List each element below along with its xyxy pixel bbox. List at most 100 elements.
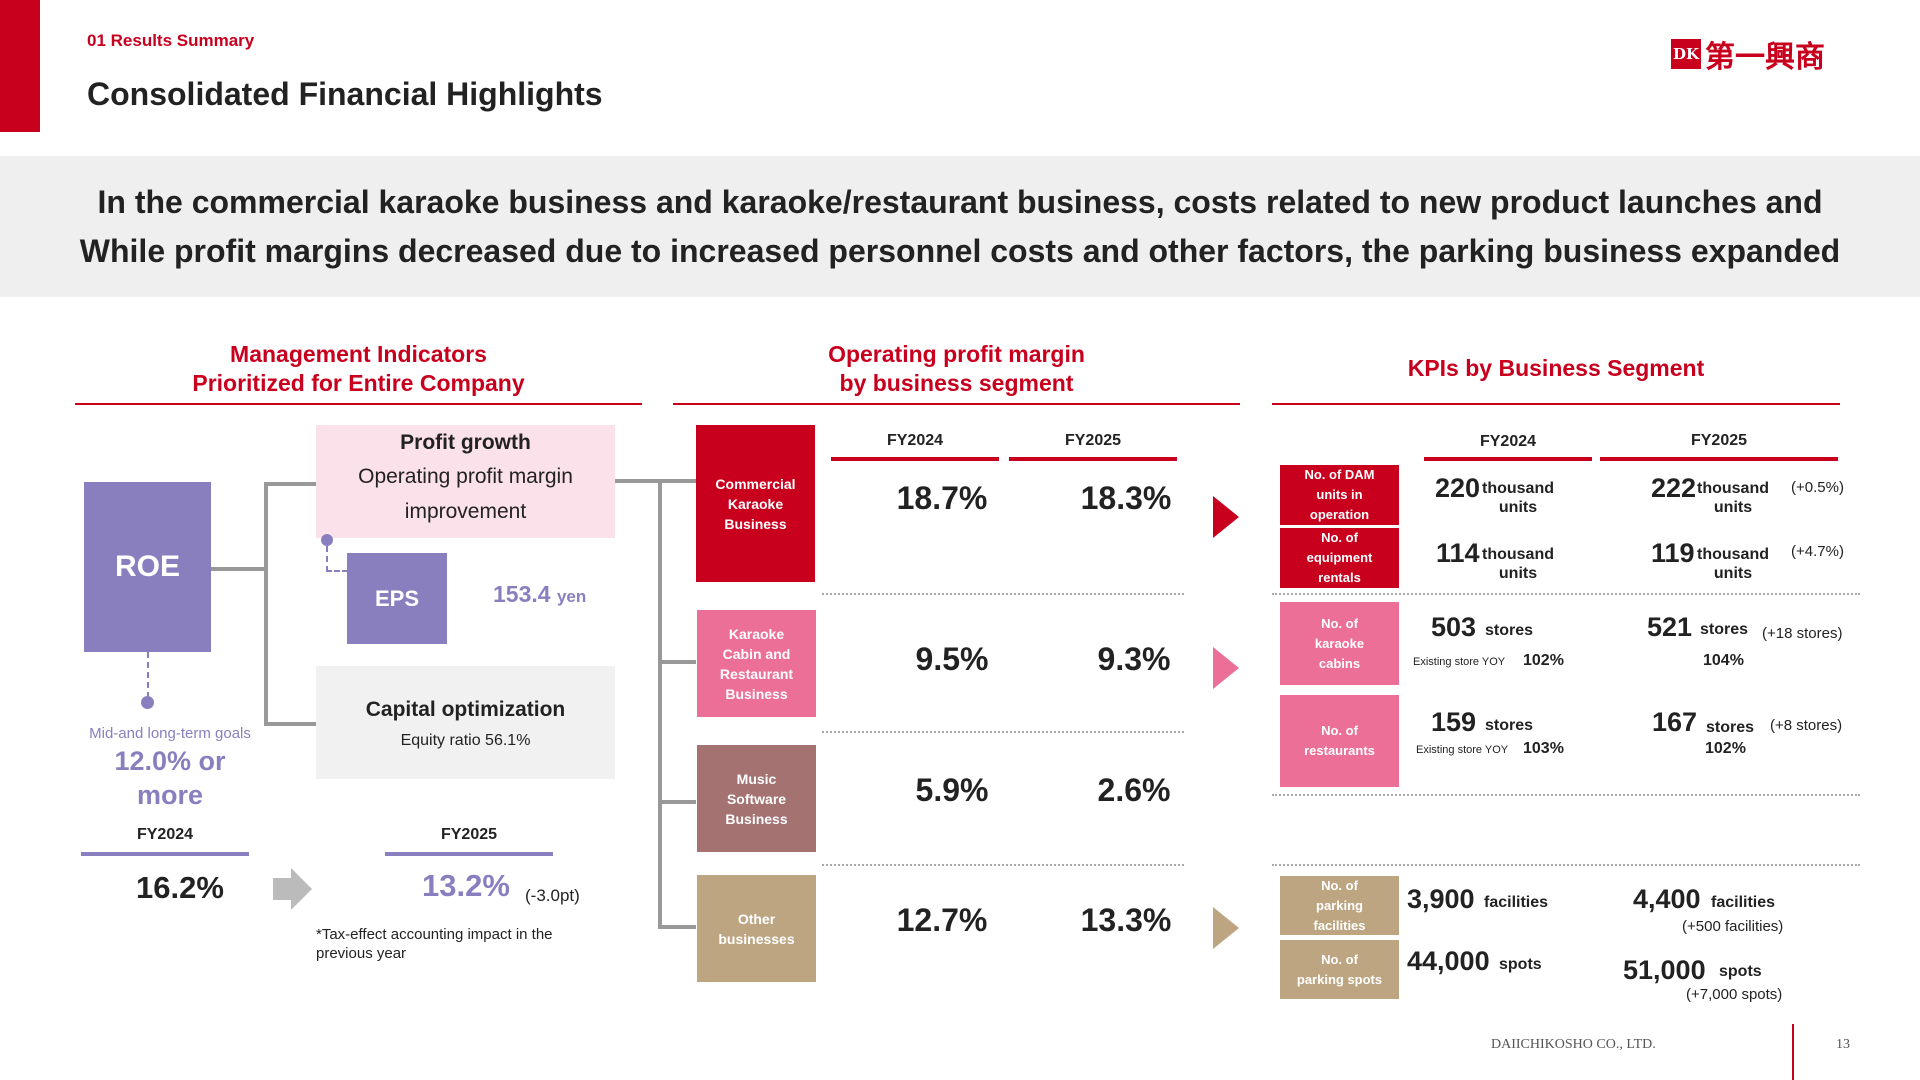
kpi-rentals-change: (+4.7%) <box>1791 543 1844 560</box>
kpi-label-line: No. of DAM <box>1304 467 1375 482</box>
kpi-divider <box>1272 864 1860 866</box>
kpi-title-rule <box>1272 403 1840 405</box>
connector <box>615 479 658 483</box>
roe-change: (-3.0pt) <box>525 886 580 905</box>
margin-other-fy2024: 12.7% <box>896 902 988 938</box>
kpi-label-line: facilities <box>1313 917 1366 933</box>
kpi-label-line: parking spots <box>1296 971 1383 987</box>
eps-value: 153.4 yen <box>493 581 586 608</box>
connector <box>658 925 696 929</box>
arrow-shaft <box>273 878 291 900</box>
capital-box: Capital optimization Equity ratio 56.1% <box>316 666 615 779</box>
kpi-restaurants-fy2025-unit: stores <box>1706 719 1755 736</box>
kpi-cabins-fy2025-number: 521 <box>1647 612 1693 642</box>
kpi-label-line: No. of <box>1321 615 1358 631</box>
kpi-fy2024-label: FY2024 <box>1479 433 1537 450</box>
management-title: Management Indicators Prioritized for En… <box>75 340 642 398</box>
tax-footnote: *Tax-effect accounting impact in the pre… <box>316 925 553 963</box>
unit-line: thousand <box>1697 546 1769 563</box>
kpi-cabins-fy2024-number: 503 <box>1431 612 1477 642</box>
unit-line: units <box>1713 499 1753 516</box>
kpi-dam-fy2024-number: 220 <box>1435 473 1481 503</box>
kpi-parking-fac-change: (+500 facilities) <box>1682 918 1784 935</box>
kpi-rentals-fy2025-number: 119 <box>1651 538 1695 568</box>
margin-title-rule <box>673 403 1240 405</box>
margin-commercial-fy2024: 18.7% <box>896 480 988 516</box>
kpi-label-line: No. of <box>1321 723 1358 738</box>
unit-line: thousand <box>1482 480 1554 497</box>
goal-link <box>147 652 149 698</box>
segment-divider <box>822 593 1184 595</box>
connector <box>658 479 662 925</box>
connector <box>211 567 264 571</box>
page-number: 13 <box>1836 1037 1850 1052</box>
kpi-label-line: cabins <box>1318 655 1361 671</box>
kpi-dam-fy2025-number: 222 <box>1651 473 1697 503</box>
margin-music-fy2024: 5.9% <box>915 772 989 808</box>
segment-label-line: Business <box>724 515 787 532</box>
margin-fy2024-rule <box>831 457 999 461</box>
margin-commercial-fy2025: 18.3% <box>1080 480 1172 516</box>
kpi-restaurants-fy2024-yoy: 103% <box>1523 740 1564 757</box>
arrow-right-icon <box>291 868 312 910</box>
segment-label-line: Karaoke <box>727 495 784 512</box>
logo-mark-icon: DK <box>1671 39 1701 69</box>
connector <box>264 482 316 486</box>
margin-fy2025-rule <box>1009 457 1177 461</box>
company-logo: DK 第一興商 <box>1671 32 1825 76</box>
headline-banner <box>0 156 1920 297</box>
page-title: Consolidated Financial Highlights <box>87 76 603 112</box>
capital-subtitle: Equity ratio 56.1% <box>400 732 531 749</box>
kpi-parking-spots-fy2024-unit: spots <box>1499 956 1542 973</box>
connector <box>658 660 696 664</box>
kpi-parking-fac-fy2025-unit: facilities <box>1711 894 1776 911</box>
kpi-divider <box>1272 593 1860 595</box>
section-label: 01 Results Summary <box>87 31 255 50</box>
kpi-fy2025-label: FY2025 <box>1690 432 1748 449</box>
profit-growth-line-1: Operating profit margin <box>358 465 573 488</box>
segment-label-line: Business <box>725 685 788 702</box>
profit-growth-box: Profit growth Operating profit margin im… <box>316 425 615 538</box>
margin-title-line-2: by business segment <box>839 370 1074 396</box>
goal-label: Mid-and long-term goals <box>89 725 251 742</box>
kpi-rentals-fy2024-number: 114 <box>1436 538 1480 568</box>
capital-title: Capital optimization <box>365 698 566 721</box>
margin-cabin-fy2025: 9.3% <box>1097 641 1171 677</box>
segment-divider <box>822 731 1184 733</box>
kpi-dam-fy2024-unit: thousand units <box>1482 479 1554 517</box>
eps-box: EPS <box>347 553 447 644</box>
connector <box>264 722 316 726</box>
margin-title: Operating profit margin by business segm… <box>673 340 1240 398</box>
kpi-cabins-yoy-label: Existing store YOY <box>1413 656 1506 668</box>
unit-line: thousand <box>1482 546 1554 563</box>
footnote-line-2: previous year <box>316 945 407 962</box>
segment-label-line: Commercial <box>715 475 796 492</box>
kpi-dam-fy2025-unit: thousand units <box>1697 479 1769 517</box>
arrow-right-icon <box>1213 647 1239 689</box>
kpi-restaurants-change: (+8 stores) <box>1770 717 1843 734</box>
roe-fy2025-value: 13.2% <box>422 868 510 903</box>
management-title-line-2: Prioritized for Entire Company <box>192 370 525 396</box>
kpi-karaoke-cabins: No. of karaoke cabins <box>1280 602 1399 685</box>
kpi-label-line: rentals <box>1318 570 1361 585</box>
margin-title-line-1: Operating profit margin <box>828 341 1085 367</box>
segment-label-line: businesses <box>718 930 795 947</box>
kpi-label-line: parking <box>1316 897 1363 913</box>
kpi-parking-fac-fy2024-unit: facilities <box>1484 894 1549 911</box>
kpi-dam-units: No. of DAM units in operation <box>1280 465 1399 525</box>
goal-value: 12.0% or more <box>70 744 270 812</box>
kpi-restaurants-fy2025-number: 167 <box>1652 707 1698 737</box>
segment-label-line: Business <box>725 810 788 827</box>
kpi-rentals-fy2025-unit: thousand units <box>1697 545 1769 583</box>
kpi-cabins-fy2024-unit: stores <box>1485 622 1534 639</box>
segment-karaoke-cabin-restaurant: Karaoke Cabin and Restaurant Business <box>697 610 816 717</box>
kpi-label-line: karaoke <box>1314 635 1365 651</box>
eps-dot-icon <box>321 534 333 546</box>
roe-box: ROE <box>84 482 211 652</box>
roe-fy2025-label: FY2025 <box>440 826 498 843</box>
segment-label-line: Karaoke <box>728 625 785 642</box>
kpi-restaurants-fy2024-unit: stores <box>1485 717 1534 734</box>
kpi-parking-spots-change: (+7,000 spots) <box>1686 986 1783 1003</box>
footer-divider <box>1792 1024 1794 1080</box>
headline-line-2: While profit margins decreased due to in… <box>79 233 1841 269</box>
